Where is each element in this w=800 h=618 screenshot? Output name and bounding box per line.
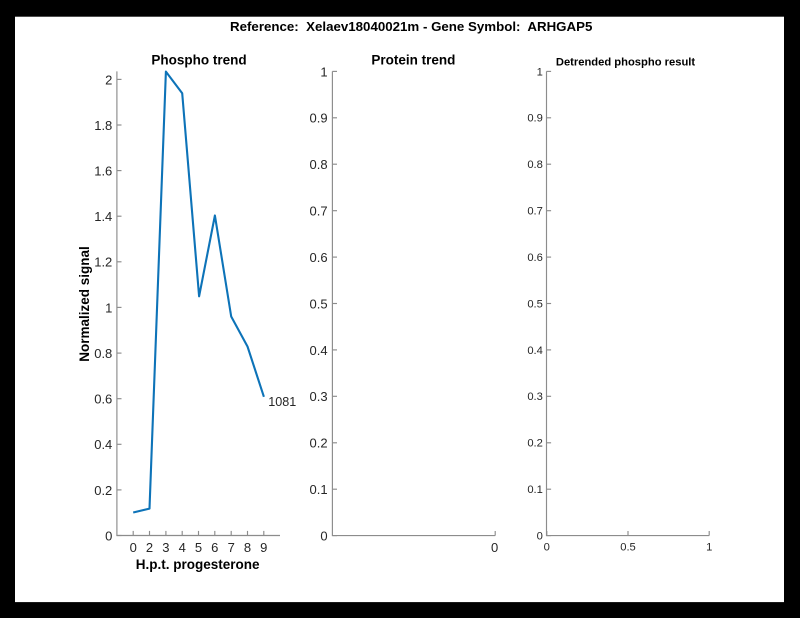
svg-text:0.3: 0.3 [527,391,543,403]
svg-text:Normalized signal: Normalized signal [77,246,92,362]
svg-text:9: 9 [260,540,267,555]
svg-text:1.8: 1.8 [94,118,112,133]
svg-text:0.1: 0.1 [527,484,543,496]
svg-text:1.2: 1.2 [94,255,112,270]
svg-text:0.5: 0.5 [310,296,328,311]
svg-text:4: 4 [179,540,186,555]
svg-text:0.7: 0.7 [310,204,328,219]
svg-text:0: 0 [544,541,550,553]
svg-text:2: 2 [105,72,112,87]
svg-text:0.2: 0.2 [527,438,543,450]
svg-text:Reference: Xelaev18040021m -: Reference: Xelaev18040021m - Gene Symbol… [230,19,593,34]
svg-text:0.9: 0.9 [310,111,328,126]
svg-text:7: 7 [228,540,235,555]
svg-text:6: 6 [211,540,218,555]
svg-text:0.8: 0.8 [310,157,328,172]
svg-text:1081: 1081 [268,395,296,409]
svg-text:2: 2 [146,540,153,555]
svg-text:1: 1 [706,541,712,553]
svg-text:3: 3 [162,540,169,555]
svg-text:0: 0 [320,529,327,544]
svg-text:Phospho trend: Phospho trend [151,52,246,67]
svg-text:0.2: 0.2 [310,436,328,451]
svg-text:Detrended phospho result: Detrended phospho result [556,57,696,69]
svg-text:0.6: 0.6 [310,250,328,265]
svg-text:0.1: 0.1 [310,482,328,497]
svg-text:0.4: 0.4 [310,343,328,358]
svg-text:0: 0 [105,528,112,543]
svg-text:0.6: 0.6 [94,392,112,407]
svg-text:1.4: 1.4 [94,209,112,224]
svg-text:0.6: 0.6 [527,252,543,264]
svg-text:0.4: 0.4 [94,437,112,452]
svg-text:0.2: 0.2 [94,483,112,498]
svg-text:Protein trend: Protein trend [371,52,455,67]
svg-text:0.5: 0.5 [527,298,543,310]
svg-text:1: 1 [105,300,112,315]
svg-text:0.3: 0.3 [310,389,328,404]
svg-text:0: 0 [130,540,137,555]
svg-text:0.8: 0.8 [527,159,543,171]
svg-text:0: 0 [537,531,543,543]
svg-text:0.8: 0.8 [94,346,112,361]
svg-text:8: 8 [244,540,251,555]
svg-text:1: 1 [537,66,543,78]
svg-text:5: 5 [195,540,202,555]
svg-text:0.9: 0.9 [527,113,543,125]
svg-text:H.p.t. progesterone: H.p.t. progesterone [136,557,260,572]
svg-text:0: 0 [491,540,498,555]
svg-text:0.5: 0.5 [620,541,636,553]
svg-text:1.6: 1.6 [94,164,112,179]
svg-text:1: 1 [320,64,327,79]
svg-text:0.7: 0.7 [527,206,543,218]
svg-text:0.4: 0.4 [527,345,543,357]
